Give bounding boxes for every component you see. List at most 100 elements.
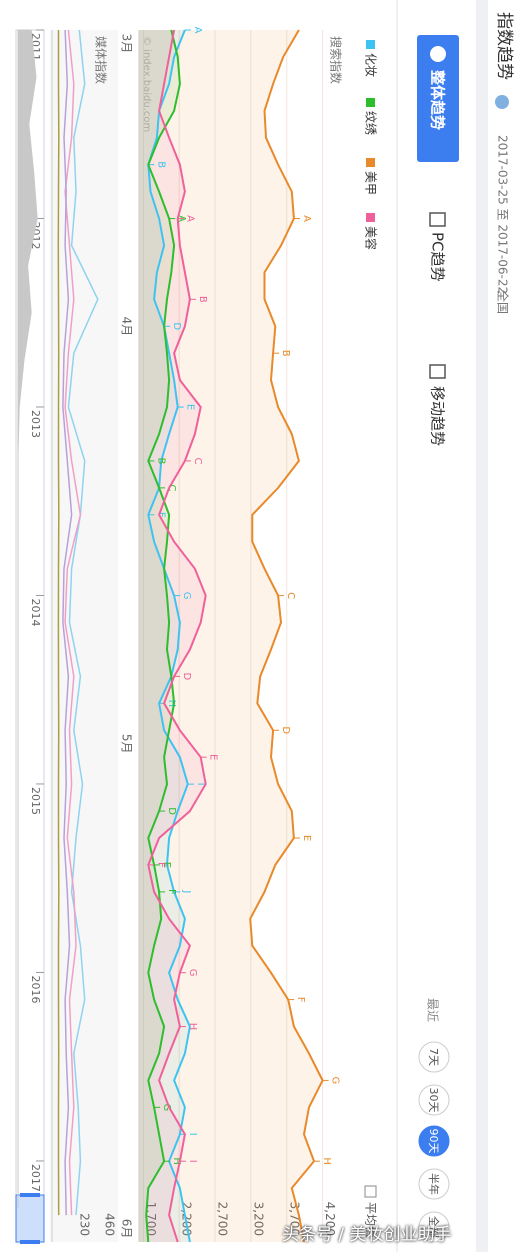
x-tick-label: 5月	[120, 734, 134, 754]
annotation-label: I	[187, 1133, 198, 1136]
range-button[interactable]	[418, 1041, 450, 1073]
annotation-label: F	[155, 512, 166, 518]
annotation-label: B	[197, 296, 208, 303]
checkbox[interactable]	[364, 1185, 377, 1198]
legend-swatch	[366, 40, 375, 49]
annotation-label: I	[195, 783, 206, 786]
range-button-label[interactable]: 30天	[427, 1088, 440, 1113]
series-line	[145, 29, 181, 1243]
annotation-label: C	[192, 457, 203, 464]
area-fill	[139, 30, 180, 1242]
range-button-label[interactable]: 全部	[427, 1216, 441, 1238]
series-line	[147, 29, 191, 1243]
legend-swatch	[366, 213, 375, 222]
annotation-label: B	[280, 350, 291, 357]
annotation-label: B	[155, 457, 166, 464]
tab-label[interactable]: 整体趋势	[429, 70, 447, 130]
annotation-label: H	[187, 1023, 198, 1031]
annotation-label: G	[161, 1103, 172, 1111]
overview-area	[17, 29, 38, 1209]
panel-title: 媒体指数	[94, 36, 109, 84]
series-line	[57, 30, 60, 1216]
range-button-label[interactable]: 半年	[427, 1173, 441, 1195]
legend-swatch	[366, 158, 375, 167]
date-range: 2017-03-25 至 2017-06-22	[496, 135, 510, 294]
annotation-label: G	[187, 969, 198, 977]
annotation-label: F	[295, 997, 306, 1003]
watermark: 头条号 / 美妆创业助手	[282, 1225, 452, 1245]
annotation-label: A	[301, 215, 312, 222]
x-tick-label: 2015	[29, 787, 42, 815]
annotation-label: E	[161, 862, 172, 868]
range-label: 最近	[426, 998, 440, 1022]
y-tick-label: 230	[78, 1213, 92, 1236]
range-button[interactable]	[418, 1211, 450, 1243]
x-tick-label: 6月	[120, 1219, 134, 1239]
media-panel	[50, 30, 118, 1242]
annotation-label: F	[166, 889, 177, 895]
checkbox-label[interactable]: 平均值	[364, 1202, 379, 1238]
legend-swatch	[366, 98, 375, 107]
series-line	[67, 29, 99, 1216]
page-title: 指数趋势	[494, 12, 514, 80]
header-strip	[476, 0, 488, 1252]
tab-icon	[429, 212, 446, 227]
tab-icon	[430, 46, 446, 62]
annotation-label: J	[181, 889, 192, 893]
annotation-label: D	[166, 807, 177, 815]
series-line	[249, 29, 324, 1243]
annotation-label: B	[155, 161, 166, 168]
annotation-label: H	[321, 1157, 332, 1165]
range-button[interactable]	[418, 1084, 450, 1116]
tab-icon	[429, 364, 446, 379]
annotation-label: I	[187, 1160, 198, 1163]
region: 全国	[496, 290, 511, 314]
x-tick-label: 4月	[120, 316, 134, 336]
panel-title: 搜索指数	[329, 36, 344, 84]
annotation-label: F	[155, 862, 166, 868]
annotation-label: E	[185, 404, 196, 410]
annotation-label: G	[181, 592, 192, 600]
annotation-label: A	[185, 215, 196, 222]
x-tick-label: 2013	[29, 410, 42, 438]
range-button-label[interactable]: 7天	[427, 1048, 440, 1066]
annotation-label: A	[192, 27, 203, 34]
area-fill	[139, 30, 190, 1242]
series-line	[64, 29, 82, 1216]
range-button[interactable]	[418, 1168, 450, 1200]
annotation-label: D	[181, 673, 192, 681]
annotation-label: C	[166, 484, 177, 491]
timeline-handle[interactable]	[20, 1193, 40, 1197]
annotation-label: G	[330, 1077, 341, 1085]
help-icon[interactable]	[495, 95, 509, 109]
y-tick-label: 3,200	[251, 1202, 265, 1236]
tab-active[interactable]	[417, 35, 459, 162]
legend-label: 美容	[364, 226, 379, 250]
range-button-label[interactable]: 90天	[427, 1129, 440, 1154]
y-tick-label: 2,700	[216, 1202, 230, 1236]
annotation-label: E	[208, 754, 219, 760]
x-tick-label: 2014	[29, 598, 42, 626]
chart-watermark: © index.baidu.com	[141, 36, 152, 132]
timeline-selection[interactable]	[15, 1194, 45, 1243]
tab-label[interactable]: 移动趋势	[429, 386, 447, 446]
tab-label[interactable]: PC趋势	[429, 232, 447, 282]
annotation-label: D	[280, 726, 291, 734]
y-tick-label: 460	[103, 1213, 117, 1236]
y-tick-label: 4,200	[323, 1202, 337, 1236]
x-tick-label: 2017	[29, 1164, 42, 1192]
legend-label: 美甲	[364, 171, 378, 195]
series-line	[62, 29, 73, 1216]
range-button[interactable]	[418, 1125, 450, 1157]
annotation-label: C	[285, 592, 296, 599]
annotation-label: E	[301, 835, 312, 841]
annotation-label: D	[171, 322, 182, 330]
series-line	[147, 29, 207, 1243]
legend-label: 化妆	[364, 53, 378, 77]
timeline-handle[interactable]	[20, 1240, 40, 1244]
legend-label: 纹绣	[364, 111, 378, 135]
annotation-label: H	[166, 700, 177, 708]
